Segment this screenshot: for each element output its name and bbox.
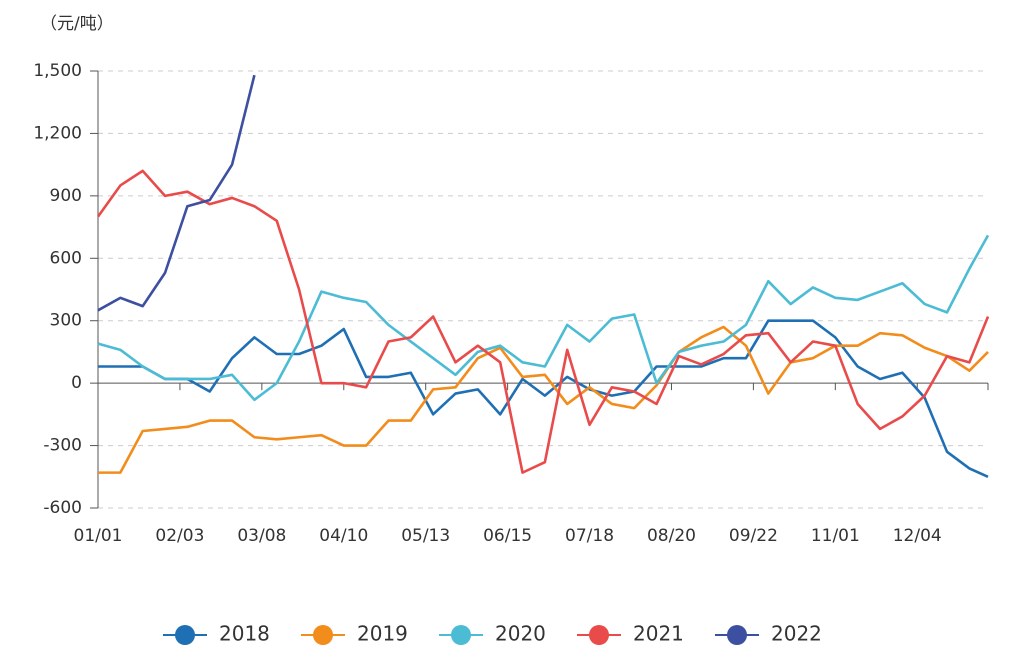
- y-tick-label: -300: [43, 436, 82, 456]
- y-tick-label: 1,500: [33, 61, 82, 81]
- x-tick-label: 01/01: [74, 526, 123, 546]
- y-tick-label: 300: [50, 311, 82, 331]
- x-tick-label: 03/08: [237, 526, 286, 546]
- y-axis-label: （元/吨）: [40, 14, 114, 34]
- legend-marker: [589, 625, 609, 645]
- legend-label: 2019: [357, 622, 408, 646]
- series-line: [98, 325, 989, 474]
- series-line: [96, 169, 990, 474]
- x-tick-label: 02/03: [155, 526, 204, 546]
- y-tick-label: 0: [71, 373, 82, 393]
- series-line: [97, 74, 256, 312]
- series-line: [97, 234, 990, 402]
- x-tick-label: 07/18: [565, 526, 614, 546]
- legend-marker: [727, 625, 747, 645]
- legend-label: 2021: [633, 622, 684, 646]
- y-tick-label: -600: [43, 498, 82, 518]
- legend-label: 2018: [219, 622, 270, 646]
- x-tick-label: 11/01: [811, 526, 860, 546]
- x-tick-label: 09/22: [729, 526, 778, 546]
- y-tick-label: 900: [50, 186, 82, 206]
- x-tick-label: 08/20: [647, 526, 696, 546]
- x-tick-label: 06/15: [483, 526, 532, 546]
- legend-label: 2022: [771, 622, 822, 646]
- x-tick-label: 12/04: [893, 526, 942, 546]
- y-tick-label: 600: [50, 248, 82, 268]
- y-tick-label: 1,200: [33, 123, 82, 143]
- series-line: [98, 319, 989, 478]
- x-tick-label: 05/13: [401, 526, 450, 546]
- legend-label: 2020: [495, 622, 546, 646]
- legend-marker: [313, 625, 333, 645]
- legend-marker: [175, 625, 195, 645]
- x-tick-label: 04/10: [319, 526, 368, 546]
- legend-marker: [451, 625, 471, 645]
